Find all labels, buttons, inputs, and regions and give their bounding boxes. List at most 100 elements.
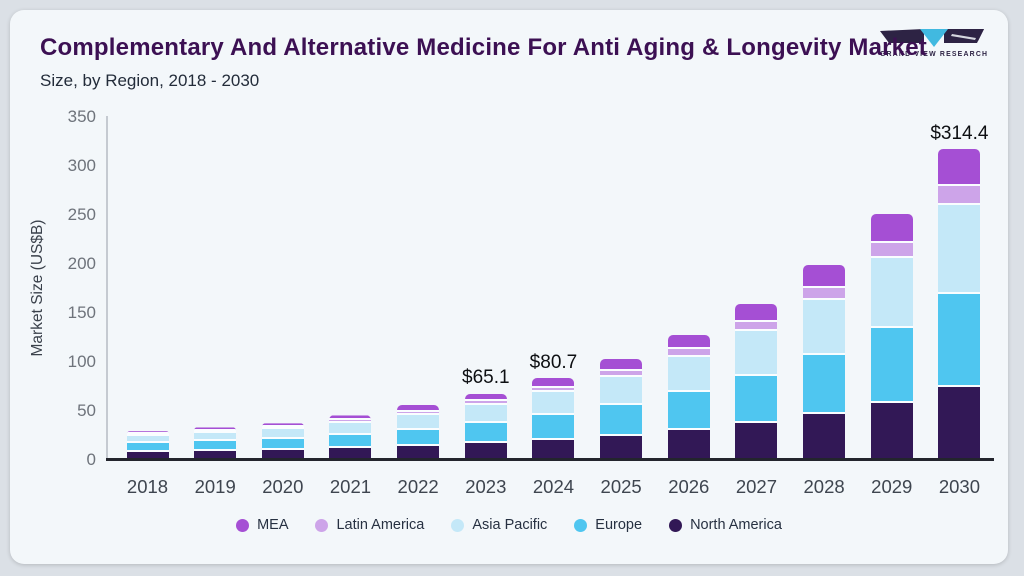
y-tick-label: 350 <box>67 107 96 126</box>
bar-segment-north-america <box>803 414 846 458</box>
legend-dot-icon <box>669 518 683 532</box>
legend-item-latin-america: Latin America <box>315 517 424 533</box>
bar-segment-europe <box>261 438 304 450</box>
bar-segment-europe <box>803 355 846 415</box>
bar-segment-asia-pacific <box>261 429 304 439</box>
x-axis-label-2027: 2027 <box>735 476 778 497</box>
x-axis-label-2028: 2028 <box>803 476 845 497</box>
bar-segment-latin-america <box>600 370 643 377</box>
bar-segment-north-america <box>532 439 575 458</box>
bar-segment-latin-america <box>261 427 304 430</box>
stacked-bar-2029 <box>870 214 913 458</box>
legend-label: Latin America <box>336 517 425 533</box>
stacked-bar-2024 <box>532 378 575 458</box>
legend-dot-icon <box>315 518 329 532</box>
bar-segment-north-america <box>194 450 237 458</box>
bar-segment-north-america <box>464 443 507 458</box>
bar-segment-asia-pacific <box>532 392 575 416</box>
bar-segment-north-america <box>329 448 372 458</box>
x-axis-label-2030: 2030 <box>938 476 980 497</box>
bar-segment-mea <box>261 423 304 428</box>
data-label-2023: $65.1 <box>462 367 510 389</box>
bar-segment-europe <box>126 443 169 452</box>
stacked-bar-2028 <box>803 264 846 458</box>
legend-dot-icon <box>451 518 465 532</box>
x-axis-label-2024: 2024 <box>532 476 575 497</box>
grand-view-research-icon <box>880 29 984 47</box>
data-label-2024: $80.7 <box>529 351 578 373</box>
bar-segment-mea <box>126 431 169 434</box>
bar-segment-north-america <box>397 446 440 458</box>
y-tick-label: 150 <box>67 303 96 322</box>
stacked-bar-2021 <box>329 415 372 458</box>
y-axis-title: Market Size (US$B) <box>29 219 46 357</box>
bar-segment-north-america <box>261 449 304 458</box>
bar-segment-mea <box>329 415 372 420</box>
bar-segment-asia-pacific <box>938 205 981 294</box>
bar-segment-europe <box>667 392 710 431</box>
bar-segment-europe <box>464 423 507 444</box>
y-tick-label: 300 <box>67 156 96 175</box>
x-axis-label-2029: 2029 <box>871 476 913 497</box>
y-tick-label: 100 <box>67 352 96 371</box>
bar-segment-asia-pacific <box>667 356 710 393</box>
bar-segment-europe <box>532 415 575 440</box>
bar-segment-mea <box>735 303 778 322</box>
x-axis-label-2021: 2021 <box>329 476 372 497</box>
bar-segment-mea <box>600 359 643 371</box>
legend-label: MEA <box>257 517 289 533</box>
bar-segment-north-america <box>667 430 710 458</box>
x-axis-label-2022: 2022 <box>397 476 439 497</box>
page-title: Complementary And Alternative Medicine F… <box>40 34 927 61</box>
bar-segment-mea <box>532 378 575 388</box>
stacked-bar-2027 <box>735 303 778 458</box>
x-axis-label-2018: 2018 <box>126 476 169 497</box>
x-axis-label-2026: 2026 <box>668 476 710 497</box>
bar-segment-latin-america <box>803 288 846 300</box>
y-tick-label: 0 <box>86 450 96 469</box>
stacked-bar-2026 <box>667 334 710 458</box>
chart-legend: MEA Latin America Asia Pacific Europe North … <box>10 517 1008 533</box>
bar-segment-latin-america <box>194 430 237 433</box>
x-axis-label-2019: 2019 <box>194 476 236 497</box>
bar-segment-latin-america <box>938 186 981 206</box>
y-tick-label: 200 <box>67 254 96 273</box>
bar-segment-asia-pacific <box>600 376 643 406</box>
stacked-bar-2023 <box>464 393 507 458</box>
x-axis-label-2025: 2025 <box>600 476 642 497</box>
stacked-bar-2018 <box>126 431 169 458</box>
stacked-bar-2020 <box>261 423 304 458</box>
legend-item-north-america: North America <box>669 517 782 533</box>
bar-segment-mea <box>803 264 846 288</box>
bar-segment-mea <box>667 334 710 350</box>
stacked-bar-2022 <box>397 405 440 458</box>
y-axis-line <box>106 116 108 460</box>
x-axis-baseline <box>106 458 994 461</box>
bar-segment-mea <box>464 393 507 402</box>
brand-logo: GRAND VIEW RESEARCH <box>880 27 989 58</box>
bar-segment-europe <box>194 441 237 451</box>
bar-segment-asia-pacific <box>329 422 372 435</box>
bar-segment-mea <box>938 149 981 187</box>
legend-dot-icon <box>236 518 250 532</box>
bar-segment-latin-america <box>532 387 575 393</box>
bar-segment-europe <box>397 430 440 447</box>
brand-logo-text: GRAND VIEW RESEARCH <box>880 51 989 58</box>
stacked-bar-2019 <box>194 427 237 458</box>
page-subtitle: Size, by Region, 2018 - 2030 <box>40 71 260 90</box>
bar-segment-europe <box>600 405 643 436</box>
bar-segment-asia-pacific <box>803 299 846 356</box>
x-axis-label-2023: 2023 <box>465 476 507 497</box>
legend-item-mea: MEA <box>236 517 288 533</box>
bar-segment-north-america <box>600 435 643 458</box>
stacked-bar-2025 <box>600 359 643 458</box>
bar-segment-mea <box>397 405 440 412</box>
bar-segment-latin-america <box>464 401 507 405</box>
data-label-2030: $314.4 <box>930 122 989 144</box>
bar-segment-europe <box>938 293 981 387</box>
chart-card: Complementary And Alternative Medicine F… <box>10 10 1008 564</box>
y-tick-label: 250 <box>67 205 96 224</box>
legend-item-europe: Europe <box>574 517 642 533</box>
bar-segment-north-america <box>126 451 169 458</box>
bar-segment-latin-america <box>397 411 440 415</box>
